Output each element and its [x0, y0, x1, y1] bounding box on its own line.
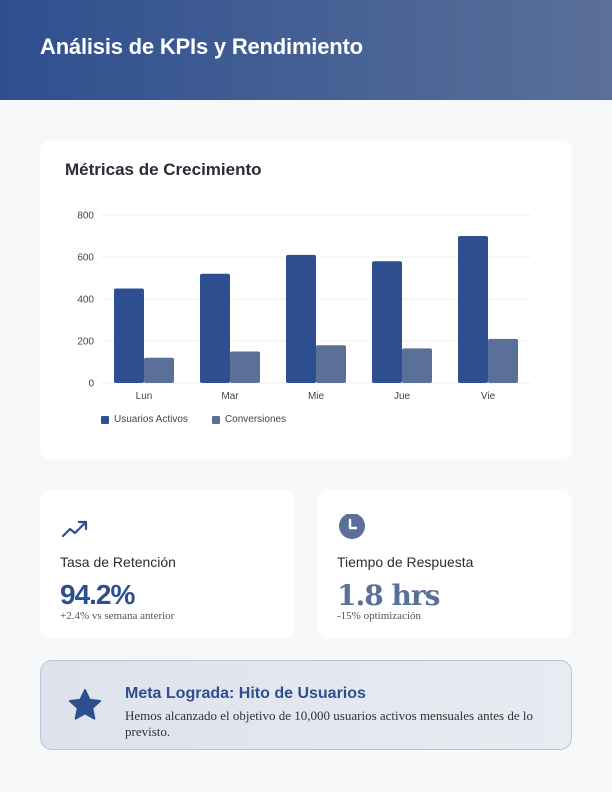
legend-item-conversions: Conversiones — [211, 414, 287, 425]
y-tick-label: 800 — [77, 211, 94, 222]
y-tick-label: 400 — [77, 295, 94, 306]
x-tick-label: Mie — [308, 391, 325, 402]
legend-label: Conversiones — [224, 414, 287, 425]
legend-swatch — [211, 415, 220, 424]
kpi-card-retention: Tasa de Retención 94.2% +2.4% vs semana … — [40, 490, 295, 639]
x-tick-label: Jue — [394, 391, 411, 402]
bar-chart: 0 200 400 600 800 Lun Mar Mie Jue Vie — [77, 211, 531, 402]
bar — [372, 261, 402, 383]
kpi-subtext: +2.4% vs semana anterior — [60, 610, 175, 622]
legend-item-active-users: Usuarios Activos — [101, 414, 188, 425]
legend-swatch — [101, 415, 109, 424]
bar — [144, 357, 174, 383]
banner-text: Hemos alcanzado el objetivo de 10,000 us… — [125, 708, 533, 739]
x-tick-label: Mar — [221, 391, 239, 402]
banner-title: Meta Lograda: Hito de Usuarios — [125, 685, 366, 702]
page-header: Análisis de KPIs y Rendimiento — [0, 0, 612, 100]
milestone-banner: Meta Lograda: Hito de Usuarios Hemos alc… — [40, 660, 572, 750]
kpi-value: 94.2% — [60, 579, 135, 610]
x-tick-label: Lun — [136, 391, 153, 402]
bar — [488, 338, 518, 383]
bar — [230, 351, 260, 383]
y-tick-label: 0 — [88, 379, 94, 390]
bar — [458, 236, 488, 383]
page-title: Análisis de KPIs y Rendimiento — [40, 34, 363, 59]
y-tick-label: 600 — [77, 253, 94, 264]
growth-metrics-card: Métricas de Crecimiento 0 200 400 600 800 Lun… — [40, 140, 572, 460]
kpi-card-response-time: Tiempo de Respuesta 1.8 hrs -15% optimiz… — [317, 490, 572, 639]
bar — [402, 348, 432, 383]
x-tick-label: Vie — [481, 391, 496, 402]
clock-icon — [339, 514, 365, 539]
bar — [286, 254, 316, 383]
kpi-label: Tiempo de Respuesta — [337, 554, 474, 570]
kpi-subtext: -15% optimización — [337, 610, 422, 622]
bar — [114, 288, 144, 383]
bar — [200, 273, 230, 383]
y-tick-label: 200 — [77, 337, 94, 348]
trending-up-icon — [61, 520, 88, 538]
chart-title: Métricas de Crecimiento — [65, 160, 262, 179]
legend-label: Usuarios Activos — [114, 414, 188, 425]
kpi-label: Tasa de Retención — [60, 554, 176, 570]
kpi-value: 1.8 hrs — [337, 579, 440, 612]
chart-legend: Usuarios Activos Conversiones — [101, 414, 286, 425]
star-icon — [69, 689, 101, 720]
bar — [316, 345, 346, 383]
